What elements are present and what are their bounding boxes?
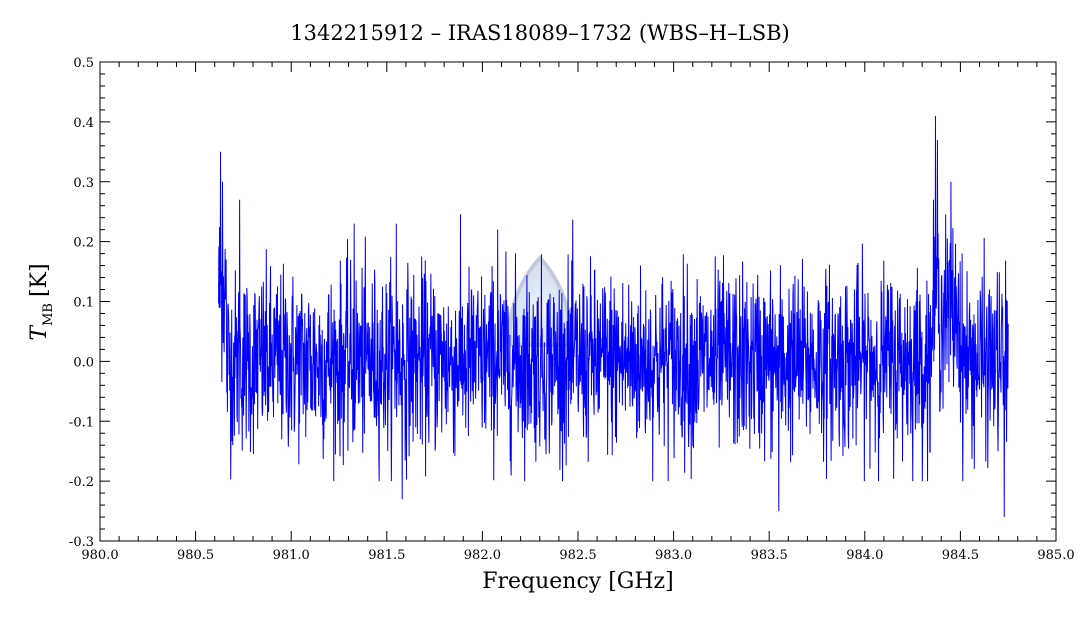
- x-tick-label: 984.5: [942, 548, 979, 563]
- y-tick-label: 0.5: [73, 56, 94, 71]
- x-tick-label: 982.0: [464, 548, 501, 563]
- y-tick-label: 0.1: [73, 296, 94, 311]
- x-tick-label: 981.5: [368, 548, 405, 563]
- y-tick-label: 0.4: [73, 116, 94, 131]
- y-tick-label: 0.2: [73, 236, 94, 251]
- y-tick-label: 0.3: [73, 176, 94, 191]
- y-axis-symbol: T: [27, 324, 52, 341]
- chart-title: 1342215912 – IRAS18089–1732 (WBS–H–LSB): [290, 21, 789, 45]
- x-tick-label: 983.0: [655, 548, 692, 563]
- y-tick-label: -0.2: [69, 475, 94, 490]
- x-tick-label: 985.0: [1037, 548, 1074, 563]
- axis-ticks: [99, 61, 1057, 542]
- x-tick-label: 980.0: [81, 548, 118, 563]
- x-tick-label: 984.0: [846, 548, 883, 563]
- y-axis-subscript: MB: [41, 303, 56, 326]
- y-axis-unit: [K]: [27, 263, 52, 297]
- x-tick-label: 982.5: [559, 548, 596, 563]
- y-tick-label: 0.0: [73, 355, 94, 370]
- spectrum-line: [218, 115, 1009, 518]
- x-tick-label: 983.5: [751, 548, 788, 563]
- x-tick-label: 980.5: [177, 548, 214, 563]
- y-axis-label: TMB [K]: [27, 263, 56, 340]
- x-tick-label: 981.0: [273, 548, 310, 563]
- y-tick-label: -0.1: [69, 415, 94, 430]
- axis-tick-labels: 980.0 981.0 981.5 982.0 982.5 983.0 983.5 984.0…: [69, 56, 1075, 563]
- y-tick-label: -0.3: [69, 535, 94, 550]
- svg-text:TMB[K]: TMB [K]: [27, 263, 56, 340]
- x-axis-label: Frequency [GHz]: [482, 569, 674, 594]
